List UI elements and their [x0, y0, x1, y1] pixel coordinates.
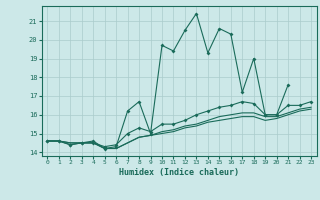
X-axis label: Humidex (Indice chaleur): Humidex (Indice chaleur)	[119, 168, 239, 177]
